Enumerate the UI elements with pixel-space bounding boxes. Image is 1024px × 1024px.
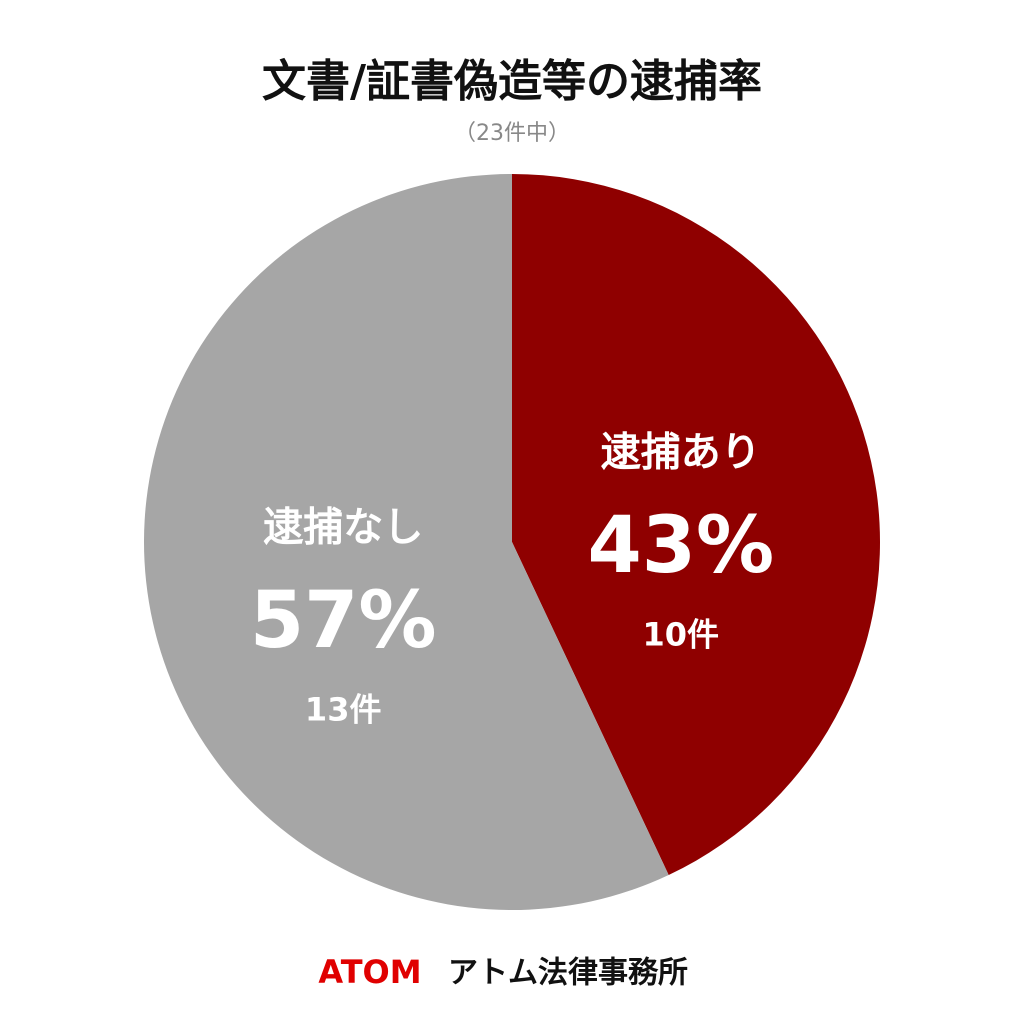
slice-category: 逮捕なし (263, 505, 423, 551)
slice-count: 13件 (305, 691, 382, 729)
footer-name: アトム法律事務所 (448, 956, 688, 991)
slice-percent: 43% (587, 501, 774, 591)
pie-slice (144, 174, 669, 910)
slice-percent: 57% (250, 576, 437, 666)
footer-brand: ATOM (318, 953, 421, 991)
slice-count: 10件 (643, 615, 720, 653)
slice-category: 逮捕あり (601, 429, 761, 475)
pie-slice (512, 174, 881, 875)
chart-title: 文書/証書偽造等の逮捕率 (262, 56, 762, 107)
chart-subtitle: （23件中） (454, 121, 570, 146)
labels: 逮捕あり 43% 10件 逮捕なし 57% 13件 (250, 429, 774, 728)
pie (144, 174, 881, 910)
